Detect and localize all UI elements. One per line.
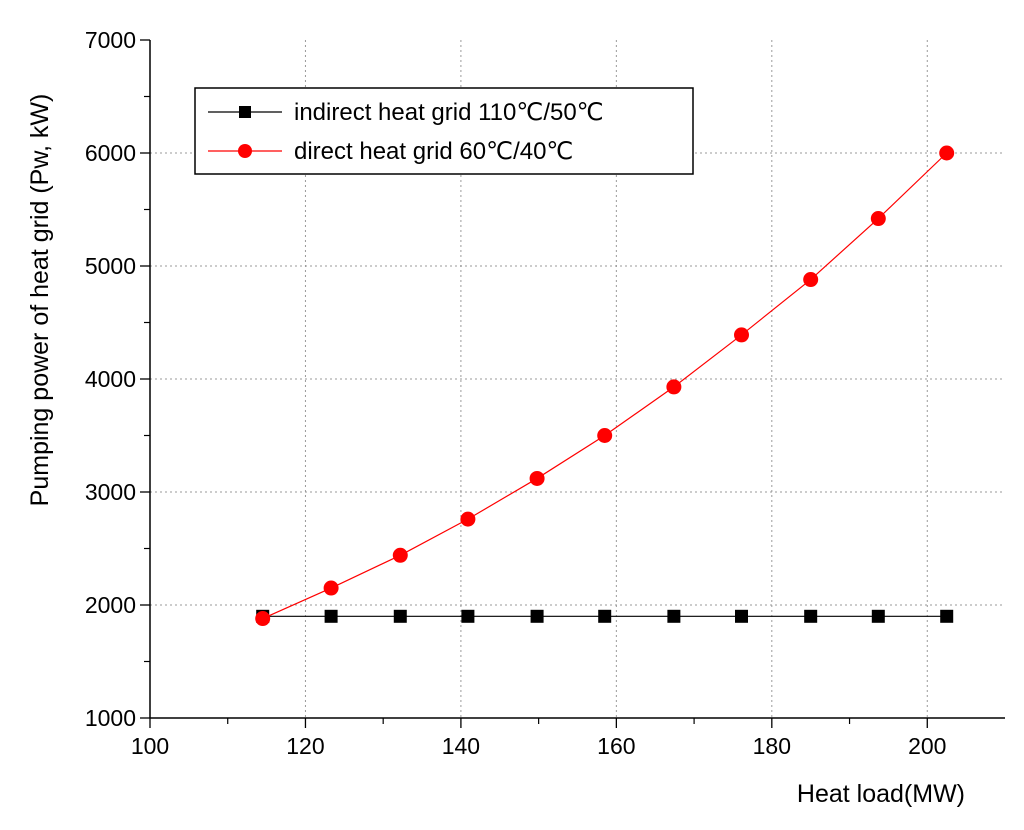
y-tick-label-5: 6000 <box>85 140 136 166</box>
x-tick-label-0: 100 <box>131 733 169 759</box>
x-tick-label-5: 200 <box>908 733 946 759</box>
x-axis-label: Heat load(MW) <box>797 780 965 808</box>
series-markers <box>255 145 955 627</box>
x-tick-label-1: 120 <box>286 733 324 759</box>
series-1-point-8 <box>803 272 819 288</box>
axis-ticks: 100 120 140 160 180 200 1000 2000 3000 4000 5000 60… <box>85 27 947 759</box>
series-1-point-0 <box>255 611 271 627</box>
y-axis-label: Pumping power of heat grid (Pw, kW) <box>26 94 54 507</box>
series-0-point-8 <box>804 609 818 623</box>
legend-label-direct: direct heat grid 60℃/40℃ <box>294 138 573 165</box>
series-1-point-4 <box>529 470 545 486</box>
series-0-point-6 <box>667 609 681 623</box>
gridlines <box>150 40 1005 718</box>
series-1-point-7 <box>734 327 750 343</box>
series-0-point-3 <box>461 609 475 623</box>
series-0-point-9 <box>871 609 885 623</box>
y-tick-label-3: 4000 <box>85 366 136 392</box>
y-tick-label-6: 7000 <box>85 27 136 53</box>
legend-box <box>194 87 694 175</box>
series-1-point-10 <box>939 145 955 161</box>
x-tick-label-2: 140 <box>442 733 480 759</box>
series-1-point-1 <box>323 580 339 596</box>
series-0-point-5 <box>598 609 612 623</box>
series-1-point-2 <box>392 547 408 563</box>
series-1-point-3 <box>460 511 476 527</box>
series-1-point-9 <box>870 211 886 227</box>
x-tick-label-4: 180 <box>753 733 791 759</box>
y-tick-label-1: 2000 <box>85 592 136 618</box>
y-tick-label-0: 1000 <box>85 705 136 731</box>
legend-marker-direct <box>238 144 252 158</box>
series-0-point-4 <box>530 609 544 623</box>
y-tick-label-4: 5000 <box>85 253 136 279</box>
series-1-point-5 <box>597 428 613 443</box>
legend: indirect heat grid 110℃/50℃ direct heat … <box>194 87 694 175</box>
series-1-point-6 <box>666 379 682 395</box>
x-tick-label-3: 160 <box>597 733 635 759</box>
series-0-point-10 <box>940 609 954 623</box>
legend-marker-indirect <box>239 106 251 118</box>
series-0-point-7 <box>735 609 749 623</box>
legend-label-indirect: indirect heat grid 110℃/50℃ <box>294 99 604 126</box>
y-tick-label-2: 3000 <box>85 479 136 505</box>
series-0-point-1 <box>324 609 338 623</box>
series-0-point-2 <box>393 609 407 623</box>
